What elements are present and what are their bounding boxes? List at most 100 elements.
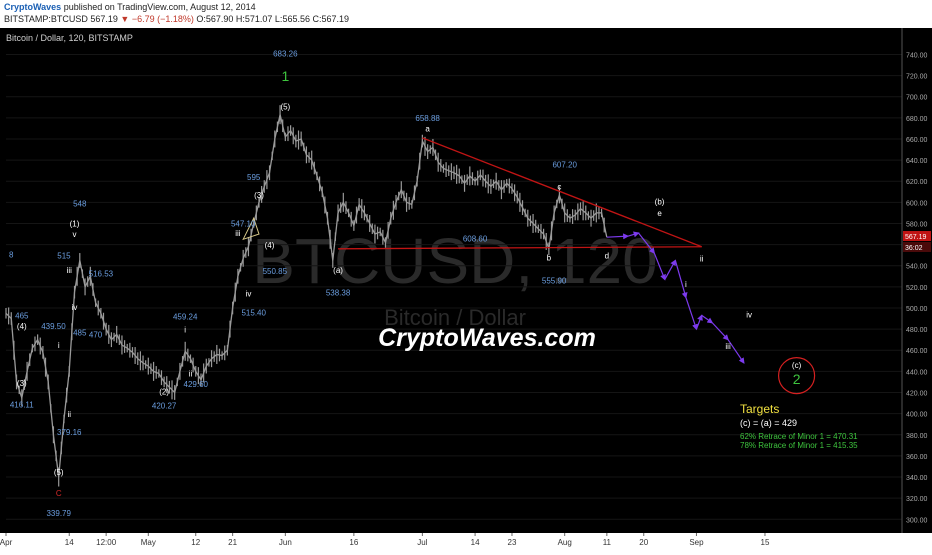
wave-label: 416.11 [10,400,34,409]
watermark: BTCUSD, 120 Bitcoin / Dollar [252,225,657,330]
y-axis: 300.00 320.00 340.00 360.00 380.00 400.00 420.… [901,28,932,550]
wave-label: 607.20 [552,160,577,169]
chart-area[interactable]: BTCUSD, 120 Bitcoin / Dollar (1) v 515 iii i… [0,28,932,550]
y-axis-bg [902,28,932,550]
y-tick-label: 420.00 [906,390,928,397]
targets-line-1: (c) = (a) = 429 [740,418,797,428]
wave-label: i [184,325,186,334]
wave-label: 516.53 [89,269,114,278]
wave-label: iii [67,266,73,275]
x-tick-label: Aug [558,538,572,547]
countdown-text: 36:02 [905,245,923,252]
y-tick-label: 320.00 [906,496,928,503]
wave-label: i [58,341,60,350]
wave-label: 420.27 [152,401,177,410]
publish-line: CryptoWaves published on TradingView.com… [4,2,256,12]
triangle-upper-line [422,137,702,248]
x-tick-label: 20 [639,538,648,547]
wave-label: 485 [73,328,87,337]
wave-label: (b) [655,197,665,206]
last-price: 567.19 [90,14,118,24]
wave-label: 658.88 [415,114,440,123]
y-tick-label: 580.00 [906,221,928,228]
y-tick-label: 360.00 [906,454,928,461]
wave-label: (5) [280,102,290,111]
y-tick-label: 680.00 [906,116,928,123]
x-axis: Apr 14 12:00 May 12 21 Jun 16 Jul 14 23 Aug 11 20 Sep 1… [0,533,932,550]
wave-label: ii [67,410,71,419]
author-link[interactable]: CryptoWaves [4,2,62,12]
y-tick-label: 720.00 [906,74,928,81]
projection-arrow [637,232,656,254]
published-text: published on TradingView.com, August 12,… [63,2,256,12]
wave-label: C [56,489,62,498]
price-label-text: 567.19 [905,234,927,241]
wave-label: iv [72,303,78,312]
y-tick-label: 340.00 [906,475,928,482]
wave-label: iii [725,342,731,351]
triangle-lower-line [338,246,702,250]
wave-label: iii [235,229,241,238]
wave-label: 2 [793,371,801,387]
wave-label: ii [189,370,193,379]
wave-label: d [605,251,609,260]
wave-label: 515 [57,251,71,260]
publish-header: CryptoWaves published on TradingView.com… [0,0,932,28]
projection-arrow [701,314,714,324]
quote-line: BITSTAMP:BTCUSD 567.19 ▼ −6.79 (−1.18%) … [4,14,349,24]
wave-label: (1) [70,220,80,229]
wave-label: 608.60 [463,234,488,243]
target-circle [777,356,816,395]
wave-label: iv [746,310,752,319]
x-tick-label: Sep [689,538,704,547]
x-tick-label: 12:00 [96,538,117,547]
x-tick-label: 12 [191,538,200,547]
x-tick-label: 15 [761,538,770,547]
wave-label: 439.50 [41,322,66,331]
wave-label: (4) [265,241,275,250]
signature: CryptoWaves.com [378,324,596,352]
wave-label: (a) [333,266,343,275]
price-label-box [903,231,931,242]
wave-label: (2) [159,388,169,397]
y-tick-label: 740.00 [906,52,928,59]
x-tick-label: Jul [417,538,427,547]
wave-label: 8 [9,250,14,259]
projection-arrow [711,322,729,341]
y-tick-label: 300.00 [906,517,928,524]
wave-label: (5) [54,468,64,477]
wave-label: 429.60 [184,380,209,389]
wave-label: 550.85 [263,267,288,276]
wave-label: 379.16 [57,428,82,437]
targets-line-3: 78% Retrace of Minor 1 = 415.35 [740,441,858,450]
wave-label: v [73,230,77,239]
targets-box: Targets (c) = (a) = 429 62% Retrace of M… [740,402,858,450]
wave-label: ii [700,255,704,264]
wave-label: a [425,125,430,134]
targets-line-2: 62% Retrace of Minor 1 = 470.31 [740,432,858,441]
projection-arrow [685,297,698,331]
y-tick-label: 600.00 [906,200,928,207]
y-tick-label: 380.00 [906,433,928,440]
wave-label: 547.10 [231,220,256,229]
x-axis-bg [0,533,932,550]
wave-label: (c) [792,361,802,370]
wave-label: 459.24 [173,313,198,322]
projection-arrow [664,259,676,280]
wave-label: b [547,253,552,262]
wave-label: (3) [254,191,264,200]
chart-title: Bitcoin / Dollar, 120, BITSTAMP [6,33,133,43]
y-tick-label: 400.00 [906,412,928,419]
wave-label: 1 [281,68,289,84]
y-tick-label: 480.00 [906,327,928,334]
y-tick-label: 440.00 [906,369,928,376]
wave-label: c [557,183,561,192]
wave-label: i [685,280,687,289]
watermark-symbol: BTCUSD, 120 [252,225,657,297]
price-chart[interactable]: BTCUSD, 120 Bitcoin / Dollar (1)v515iiii… [0,28,932,550]
y-tick-label: 460.00 [906,348,928,355]
y-tick-label: 540.00 [906,264,928,271]
projection-arrow [674,260,688,299]
wave-label: 548 [73,200,87,209]
price-change: ▼ −6.79 (−1.18%) [120,14,194,24]
